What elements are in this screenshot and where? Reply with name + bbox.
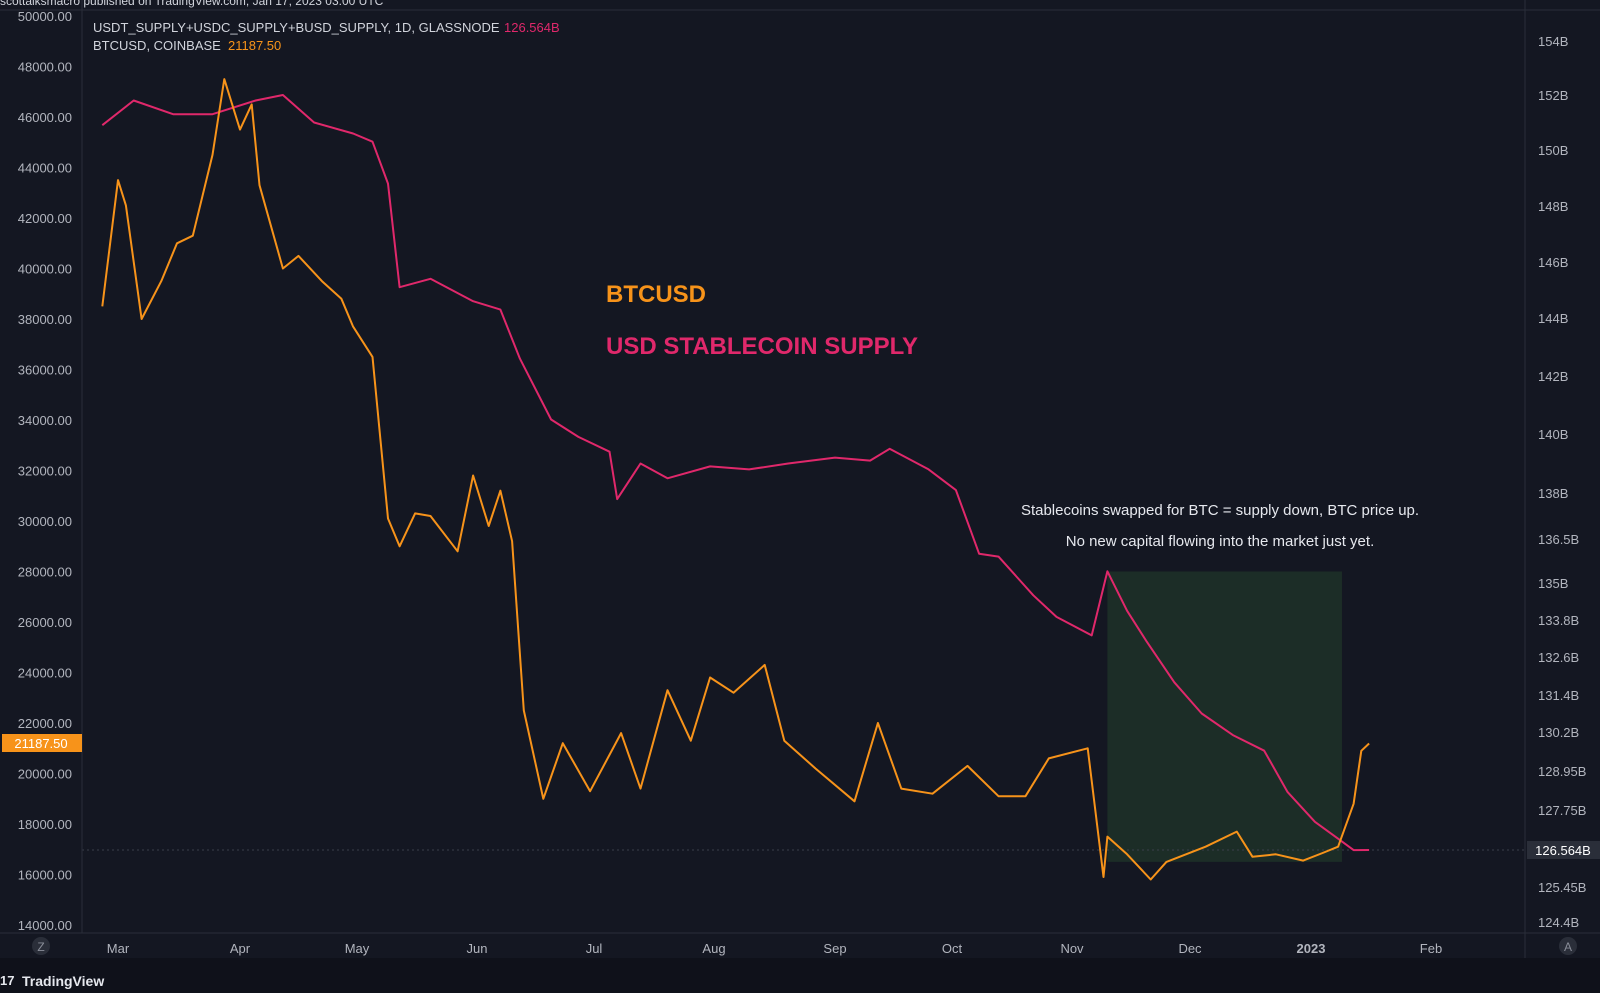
left-axis-tick-label: 34000.00 [18, 413, 72, 428]
x-axis-tick-label: Jun [467, 941, 488, 956]
right-axis-tick-label: 131.4B [1538, 688, 1579, 703]
right-axis-tick-label: 128.95B [1538, 764, 1586, 779]
x-axis-tick-label: Aug [702, 941, 725, 956]
left-axis-mode-button[interactable] [32, 937, 50, 955]
left-axis-tick-label: 32000.00 [18, 464, 72, 479]
left-last-value-badge [2, 734, 82, 752]
x-axis-tick-label: Apr [230, 941, 251, 956]
right-axis-tick-label: 142B [1538, 369, 1568, 384]
right-axis-tick-label: 135B [1538, 576, 1568, 591]
x-axis-tick-label: Mar [107, 941, 130, 956]
left-axis-tick-label: 48000.00 [18, 60, 72, 75]
left-axis-tick-label: 36000.00 [18, 363, 72, 378]
brand-label: TradingView [22, 973, 104, 989]
right-last-value-badge [1527, 841, 1600, 859]
left-axis-tick-label: 22000.00 [18, 716, 72, 731]
left-axis-tick-label: 42000.00 [18, 211, 72, 226]
right-axis-tick-label: 132.6B [1538, 650, 1579, 665]
left-axis-tick-label: 20000.00 [18, 767, 72, 782]
x-axis-tick-label: Nov [1060, 941, 1084, 956]
x-axis-tick-label: Feb [1420, 941, 1442, 956]
overlay-title-btc: BTCUSD [606, 281, 706, 308]
right-axis-tick-label: 133.8B [1538, 613, 1579, 628]
right-axis-tick-label: 127.75B [1538, 803, 1586, 818]
right-axis-tick-label: 154B [1538, 34, 1568, 49]
right-axis-tick-label: 140B [1538, 427, 1568, 442]
right-axis-tick-label: 150B [1538, 143, 1568, 158]
auto-scale-label: A [1564, 940, 1572, 954]
left-axis-tick-label: 16000.00 [18, 868, 72, 883]
left-last-value-label: 21187.50 [14, 736, 67, 751]
series-line-usd-stablecoin-supply [101, 94, 1370, 852]
annotation-line-2: No new capital flowing into the market j… [1066, 533, 1374, 550]
right-last-value-label: 126.564B [1535, 843, 1591, 858]
left-axis-tick-label: 40000.00 [18, 262, 72, 277]
right-axis-tick-label: 146B [1538, 255, 1568, 270]
left-axis-tick-label: 28000.00 [18, 565, 72, 580]
left-axis-tick-label: 18000.00 [18, 817, 72, 832]
right-axis-tick-label: 130.2B [1538, 725, 1579, 740]
legend-series1-last: 126.564B [504, 20, 560, 35]
left-axis-tick-label: 46000.00 [18, 110, 72, 125]
right-axis-tick-label: 152B [1538, 88, 1568, 103]
right-axis-tick-label: 125.45B [1538, 880, 1586, 895]
x-axis-tick-label: May [345, 941, 370, 956]
x-axis-ticks: Mar Apr May Jun Jul Aug Sep Oct Nov Dec 2023 Feb [107, 941, 1442, 956]
x-axis-tick-label: 2023 [1297, 941, 1326, 956]
right-axis-tick-label: 148B [1538, 199, 1568, 214]
legend-series2-title: BTCUSD, COINBASE [93, 38, 221, 53]
left-axis-tick-label: 50000.00 [18, 9, 72, 24]
left-axis-tick-label: 14000.00 [18, 918, 72, 933]
left-axis-tick-label: 44000.00 [18, 161, 72, 176]
x-axis-tick-label: Jul [586, 941, 603, 956]
auto-scale-button[interactable] [1559, 937, 1577, 955]
publish-note: scottalksmacro published on TradingView.… [0, 0, 384, 8]
series-line-btcusd [101, 78, 1370, 881]
right-axis-tick-label: 144B [1538, 311, 1568, 326]
annotation-line-1: Stablecoins swapped for BTC = supply dow… [1021, 502, 1419, 519]
footer-bar [0, 958, 1600, 993]
x-axis-tick-label: Sep [823, 941, 846, 956]
left-axis-ticks: 50000.00 48000.00 46000.00 44000.00 42000.00… [18, 9, 72, 933]
overlay-title-supply: USD STABLECOIN SUPPLY [606, 333, 918, 360]
left-axis-tick-label: 26000.00 [18, 615, 72, 630]
x-axis-tick-label: Dec [1178, 941, 1202, 956]
left-axis-tick-label: 24000.00 [18, 666, 72, 681]
legend-series2-last: 21187.50 [228, 38, 281, 53]
legend-series1-title: USDT_SUPPLY+USDC_SUPPLY+BUSD_SUPPLY, 1D,… [93, 20, 500, 35]
right-axis-tick-label: 138B [1538, 486, 1568, 501]
tradingview-logo-icon: 17 [0, 973, 14, 988]
right-axis-ticks: 154B 152B 150B 148B 146B 144B 142B 140B 138B 136.… [1538, 34, 1586, 930]
left-axis-tick-label: 38000.00 [18, 312, 72, 327]
right-axis-tick-label: 136.5B [1538, 532, 1579, 547]
x-axis-tick-label: Oct [942, 941, 963, 956]
left-axis-mode-label: Z [37, 940, 44, 954]
right-axis-tick-label: 124.4B [1538, 915, 1579, 930]
left-axis-tick-label: 30000.00 [18, 514, 72, 529]
highlight-region [1107, 571, 1342, 862]
